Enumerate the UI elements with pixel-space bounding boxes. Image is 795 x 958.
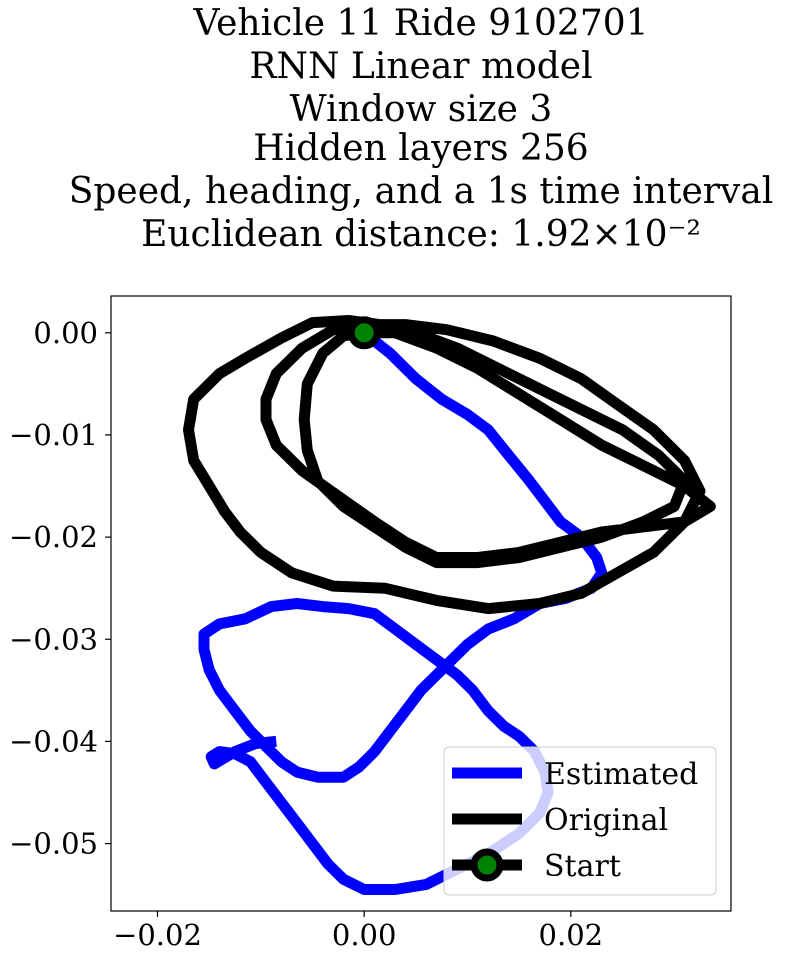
legend-label: Estimated: [544, 757, 698, 792]
legend-box: [443, 746, 717, 896]
title-line: Speed, heading, and a 1s time interval: [69, 171, 774, 212]
legend: Estimated Original Start: [443, 746, 717, 896]
start-marker: [347, 316, 381, 350]
y-axis: 0.00 −0.01 −0.02 −0.03 −0.04 −0.05: [9, 316, 111, 861]
x-tick-label: 0.02: [539, 918, 604, 952]
y-tick-label: −0.02: [9, 520, 98, 554]
legend-label: Original: [544, 803, 668, 838]
title-line: Euclidean distance: 1.92×10⁻²: [141, 214, 701, 255]
title-line: RNN Linear model: [249, 46, 592, 87]
y-tick-label: −0.04: [9, 724, 98, 758]
legend-item-start: Start: [452, 848, 621, 884]
plot-frame: [110, 295, 732, 912]
series-line-original: [183, 315, 716, 615]
legend-item-original: Original: [452, 803, 668, 838]
x-tick-label: −0.02: [113, 918, 202, 952]
title-line: Hidden layers 256: [253, 128, 588, 169]
title-line: Vehicle 11 Ride 9102701: [192, 3, 648, 44]
y-tick-label: −0.01: [9, 418, 98, 452]
y-tick-label: 0.00: [33, 316, 98, 350]
legend-item-estimated: Estimated: [452, 757, 698, 792]
x-axis: −0.02 0.00 0.02: [113, 911, 603, 952]
legend-label: Start: [544, 849, 621, 884]
title-line: Window size 3: [290, 89, 553, 130]
y-tick-label: −0.05: [9, 827, 98, 861]
x-tick-label: 0.00: [332, 918, 397, 952]
marker-group: [347, 316, 381, 350]
y-tick-label: −0.03: [9, 622, 98, 656]
series-group: [183, 315, 716, 895]
legend-marker: [470, 848, 504, 882]
